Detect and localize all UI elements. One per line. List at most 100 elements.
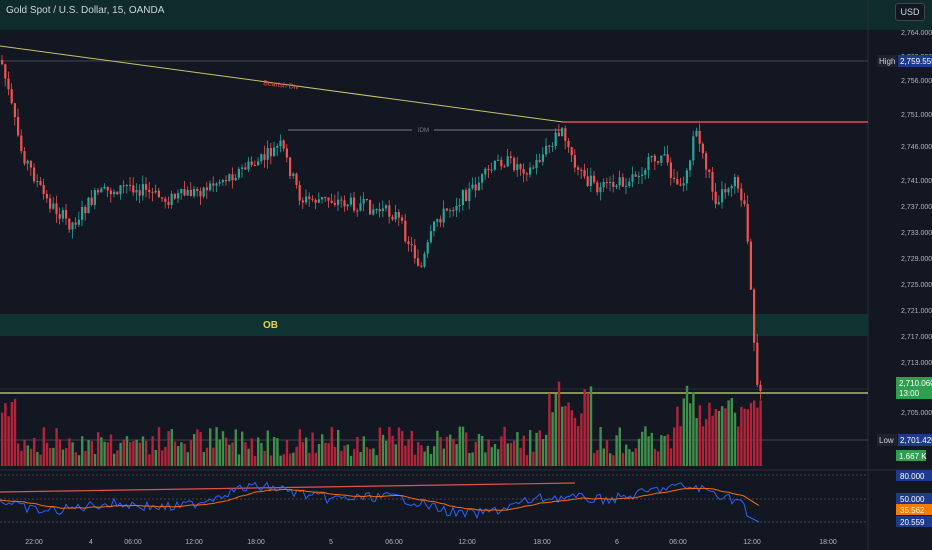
- candle-body: [452, 210, 455, 212]
- candle-body: [173, 193, 176, 199]
- volume-bar: [138, 442, 141, 466]
- volume-bar: [625, 444, 628, 466]
- y-tick: 2,746.000: [901, 144, 932, 151]
- candle-body: [253, 165, 256, 167]
- candle-body: [372, 209, 375, 215]
- volume-bar: [353, 448, 356, 466]
- volume-bar: [1, 412, 4, 466]
- candle-body: [212, 183, 215, 186]
- candle-body: [493, 160, 496, 170]
- candle-body: [87, 197, 90, 214]
- volume-bar: [173, 441, 177, 466]
- candle-body: [317, 199, 320, 203]
- candle-body: [714, 191, 717, 205]
- y-tick: 2,729.000: [901, 256, 932, 263]
- volume-bar: [237, 454, 241, 466]
- candle-body: [759, 384, 762, 392]
- volume-bar: [189, 439, 193, 466]
- chart-title: Gold Spot / U.S. Dollar, 15, OANDA: [6, 5, 165, 16]
- rsi-50-value: 50.000: [900, 495, 925, 504]
- volume-bar: [84, 450, 87, 466]
- volume-bar: [749, 403, 753, 466]
- volume-bar: [647, 436, 650, 466]
- volume-bar: [90, 441, 93, 466]
- candle-body: [330, 200, 333, 203]
- volume-bar: [522, 435, 525, 466]
- volume-bar: [343, 445, 346, 466]
- candle-body: [97, 190, 100, 193]
- candle-body: [609, 182, 612, 184]
- candle-body: [397, 212, 400, 218]
- volume-bar: [493, 444, 497, 466]
- y-tick: 2,764.000: [901, 30, 932, 37]
- volume-bar: [596, 450, 599, 466]
- volume-bar: [509, 443, 513, 466]
- candle-body: [113, 191, 116, 195]
- volume-bar: [71, 442, 74, 466]
- candle-body: [465, 190, 468, 202]
- candle-body: [653, 155, 656, 162]
- candle-body: [266, 148, 269, 160]
- volume-bar: [701, 426, 705, 466]
- volume-bar: [4, 403, 7, 466]
- x-tick: 18:00: [819, 539, 837, 546]
- high-tag: [877, 55, 897, 67]
- candle-body: [410, 244, 413, 246]
- low-value-tag: [898, 434, 932, 446]
- candle-body: [205, 187, 208, 191]
- candle-body: [545, 145, 548, 155]
- candle-body: [529, 167, 532, 175]
- y-tick: 2,721.000: [901, 308, 932, 315]
- candle-body: [605, 182, 608, 184]
- x-tick: 6: [615, 539, 619, 546]
- volume-bar: [209, 428, 212, 466]
- volume-bar: [375, 455, 378, 466]
- y-tick: 2,737.000: [901, 204, 932, 211]
- candle-body: [516, 164, 519, 171]
- rsi-ma-tag: [896, 504, 932, 515]
- volume-bar: [199, 431, 202, 466]
- volume-bar: [135, 439, 138, 466]
- candle-body: [749, 241, 752, 290]
- volume-bar: [42, 427, 45, 466]
- candle-body: [26, 160, 29, 164]
- volume-bar: [474, 441, 477, 466]
- rsi-ma-line: [0, 487, 760, 511]
- volume-bar: [602, 448, 605, 466]
- volume-bar: [644, 426, 647, 466]
- volume-bar: [653, 448, 657, 466]
- volume-bar: [452, 438, 455, 466]
- candle-body: [513, 157, 516, 171]
- header-band: [0, 0, 932, 30]
- ob-label: OB: [263, 320, 278, 331]
- candle-body: [42, 184, 45, 194]
- x-tick: 12:00: [185, 539, 203, 546]
- candle-body: [353, 197, 356, 211]
- candle-body: [420, 265, 423, 267]
- volume-bar: [733, 412, 737, 466]
- volume-bar: [23, 439, 26, 466]
- candle-body: [596, 182, 599, 193]
- candle-body: [151, 192, 154, 194]
- candle-body: [135, 190, 138, 193]
- candle-body: [666, 154, 669, 163]
- volume-bar: [205, 447, 209, 466]
- candle-body: [74, 222, 77, 225]
- candle-body: [442, 208, 445, 223]
- x-tick: 22:00: [25, 539, 43, 546]
- volume-bar: [692, 392, 695, 466]
- candle-body: [58, 214, 61, 219]
- volume-bar: [330, 427, 333, 466]
- volume-bar: [637, 438, 641, 466]
- candle-body: [733, 177, 736, 187]
- volume-bar: [685, 385, 689, 466]
- volume-bar: [17, 443, 20, 466]
- volume-bar: [141, 436, 145, 466]
- volume-bar: [404, 445, 407, 466]
- volume-bar: [289, 453, 292, 466]
- volume-bar: [756, 407, 759, 466]
- currency-button[interactable]: USD: [895, 3, 925, 21]
- candle-body: [346, 204, 349, 207]
- volume-bar: [196, 429, 199, 466]
